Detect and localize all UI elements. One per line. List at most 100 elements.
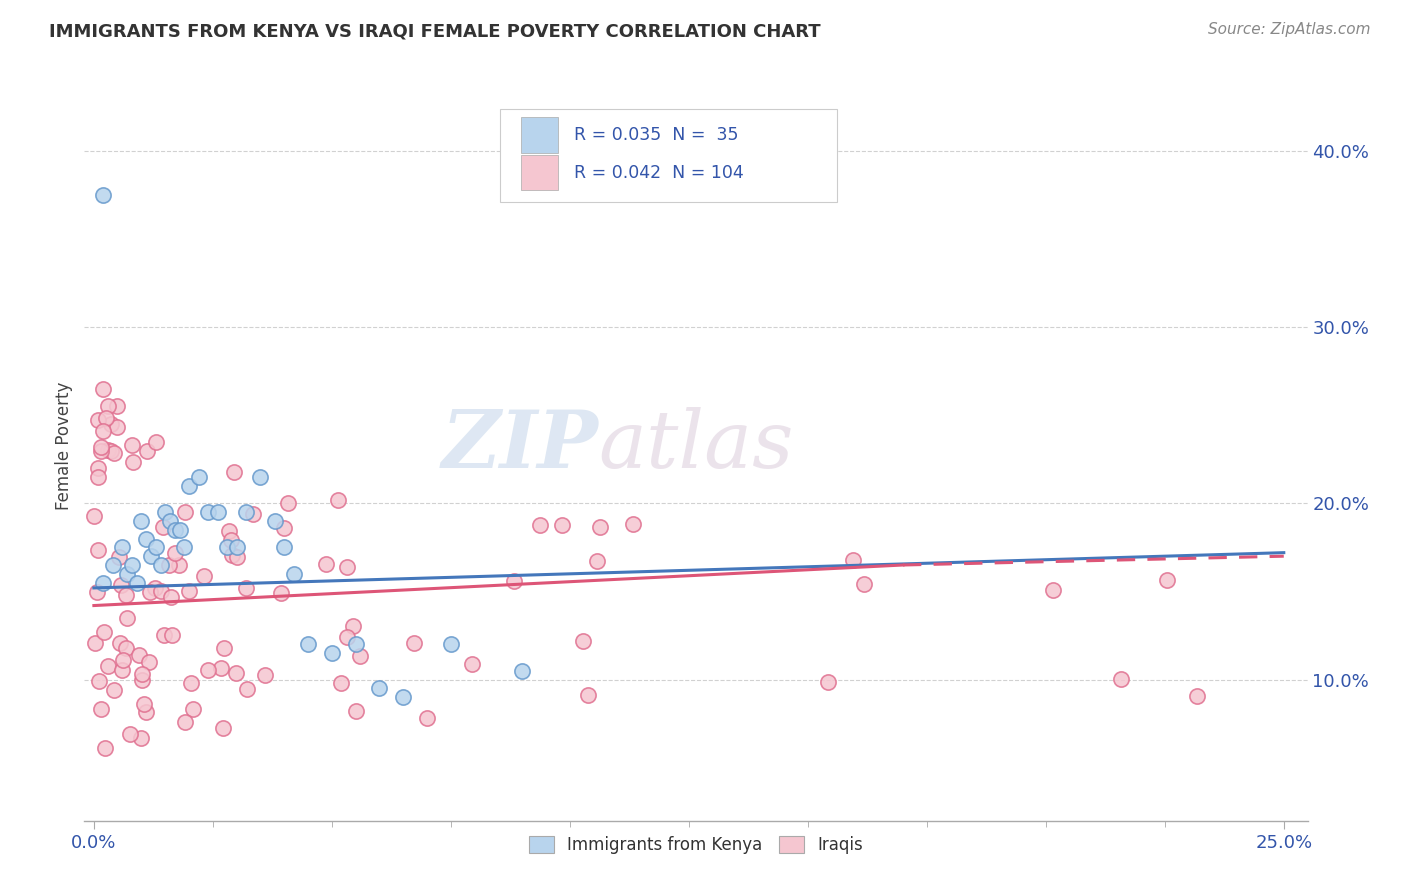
Point [86,461,108,475]
Point [392,690,415,705]
Point [440,637,463,651]
Point [152,628,174,642]
Point [160,628,183,642]
Text: ZIP: ZIP [441,408,598,484]
Y-axis label: Female Poverty: Female Poverty [55,382,73,510]
Point [97,658,120,673]
Point [402,636,425,650]
Point [114,640,136,655]
Point [118,727,141,741]
Point [135,532,157,546]
Point [224,465,246,479]
Point [139,549,162,564]
Point [1187,689,1209,703]
Point [100,444,122,458]
Point [155,505,177,519]
Point [97,399,120,413]
Point [550,518,572,533]
Point [145,541,167,555]
Point [315,557,337,571]
Text: atlas: atlas [598,408,793,484]
Bar [522,117,558,153]
Point [132,697,155,711]
Point [181,701,204,715]
Legend: Immigrants from Kenya, Iraqis: Immigrants from Kenya, Iraqis [522,830,870,861]
Point [93,625,115,640]
Point [97,443,120,458]
Point [817,675,839,690]
Point [129,731,152,746]
Point [273,541,295,555]
Point [510,664,533,678]
Point [211,721,233,735]
Point [91,425,114,439]
Point [87,543,110,558]
Point [174,714,197,729]
Point [159,590,181,604]
Point [368,681,391,696]
Point [342,619,364,633]
Point [105,400,128,414]
Point [336,630,359,644]
Point [90,702,112,716]
Point [197,505,219,519]
Point [221,548,243,562]
Point [108,549,131,564]
Point [621,517,644,532]
Point [225,665,247,680]
Point [187,470,209,484]
Text: R = 0.035  N =  35: R = 0.035 N = 35 [574,126,738,144]
Point [100,417,122,431]
Point [503,574,526,588]
Point [111,541,134,555]
Point [283,566,305,581]
Point [84,636,107,650]
Point [131,514,153,528]
Point [1156,574,1178,588]
Point [219,533,242,547]
Point [242,507,264,521]
Point [145,434,167,449]
Point [108,636,131,650]
Point [225,541,247,555]
Point [572,634,595,648]
Point [1042,583,1064,598]
Point [344,637,367,651]
Point [135,705,157,719]
Point [103,683,125,698]
Point [115,588,138,602]
Point [143,581,166,595]
Point [326,493,349,508]
Point [336,560,359,574]
Point [193,569,215,583]
Point [321,646,343,660]
Point [1109,673,1132,687]
Point [163,523,186,537]
Point [121,438,143,452]
Point [149,583,172,598]
Point [226,549,249,564]
Text: Source: ZipAtlas.com: Source: ZipAtlas.com [1208,22,1371,37]
Point [217,541,239,555]
Point [349,648,371,663]
Point [152,520,174,534]
Point [169,523,191,537]
Point [93,740,115,755]
Point [177,478,200,492]
Point [115,610,138,624]
Point [87,674,110,689]
Point [254,668,277,682]
Point [125,575,148,590]
Point [177,583,200,598]
Point [128,648,150,662]
Point [91,382,114,396]
Point [111,663,134,677]
Point [853,577,876,591]
Point [169,558,191,573]
Point [131,667,153,681]
Text: IMMIGRANTS FROM KENYA VS IRAQI FEMALE POVERTY CORRELATION CHART: IMMIGRANTS FROM KENYA VS IRAQI FEMALE PO… [49,22,821,40]
Point [131,673,153,687]
Point [329,676,352,690]
Point [90,440,112,454]
Point [576,688,599,702]
